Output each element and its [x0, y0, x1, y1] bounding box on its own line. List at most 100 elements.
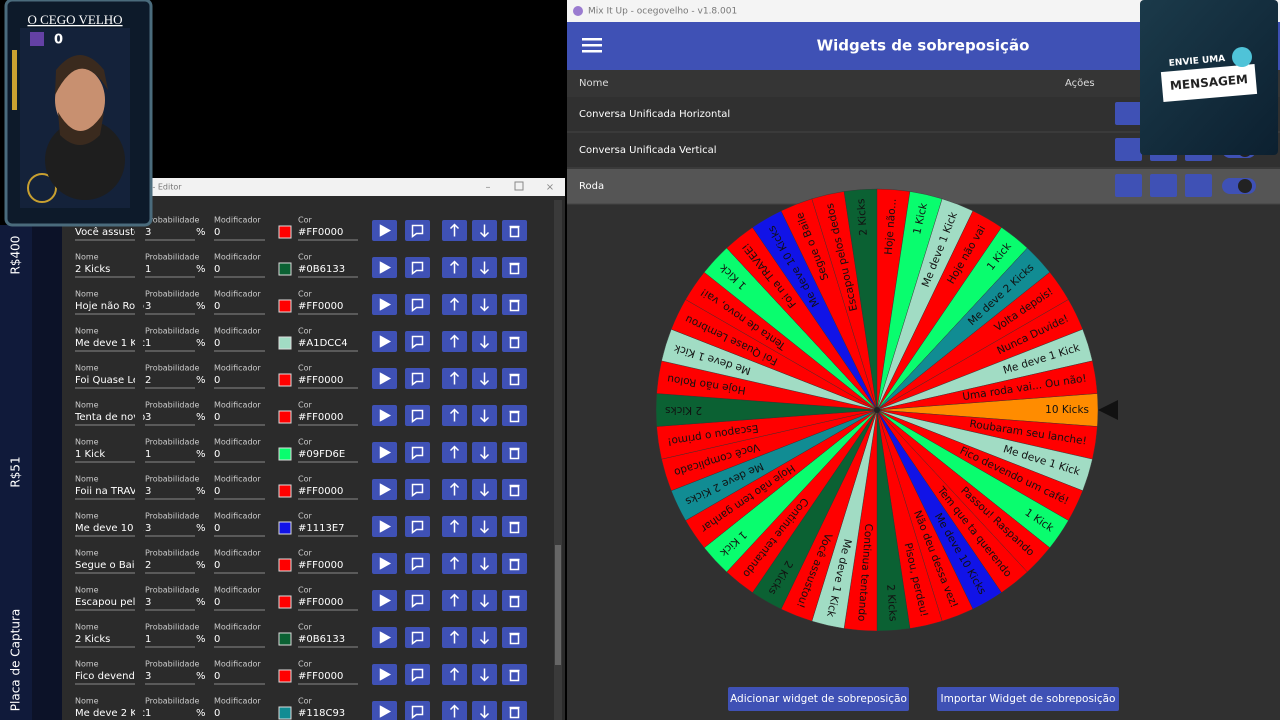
row-action-button[interactable] [502, 331, 527, 352]
color-field[interactable]: #FF0000 [298, 227, 343, 238]
modifier-field[interactable]: 0 [214, 708, 220, 719]
row-action-button[interactable] [502, 220, 527, 241]
color-field[interactable]: #FF0000 [298, 486, 343, 497]
row-action-button[interactable] [502, 590, 527, 611]
row-action-button[interactable] [405, 442, 430, 463]
probability-field[interactable]: 1 [145, 708, 151, 719]
probability-field[interactable]: 2 [145, 560, 151, 571]
row-action-button[interactable] [502, 294, 527, 315]
color-field[interactable]: #0B6133 [298, 634, 345, 645]
color-field[interactable]: #0B6133 [298, 264, 345, 275]
color-field[interactable]: #FF0000 [298, 560, 343, 571]
action-button[interactable] [937, 687, 1119, 711]
color-field[interactable]: #09FD6E [298, 449, 345, 460]
modifier-field[interactable]: 0 [214, 338, 220, 349]
probability-field[interactable]: 3 [145, 412, 151, 423]
probability-field[interactable]: 3 [145, 301, 151, 312]
row-action-button[interactable] [405, 627, 430, 648]
field-label: Cor [298, 586, 312, 595]
color-field[interactable]: #118C93 [298, 708, 345, 719]
modifier-field[interactable]: 0 [214, 671, 220, 682]
modifier-field[interactable]: 0 [214, 449, 220, 460]
probability-field[interactable]: 1 [145, 264, 151, 275]
color-field[interactable]: #FF0000 [298, 375, 343, 386]
modifier-field[interactable]: 0 [214, 301, 220, 312]
row-action-button[interactable] [502, 479, 527, 500]
row-action-button[interactable] [405, 405, 430, 426]
widget-action-button[interactable] [1150, 174, 1177, 197]
modifier-field[interactable]: 0 [214, 560, 220, 571]
row-action-button[interactable] [502, 701, 527, 720]
maximize-button[interactable] [514, 181, 524, 191]
widget-action-button[interactable] [1185, 174, 1212, 197]
color-field[interactable]: #FF0000 [298, 671, 343, 682]
modifier-field[interactable]: 0 [214, 523, 220, 534]
name-field[interactable]: Foi Quase Ler [75, 375, 144, 386]
widget-action-button[interactable] [1115, 138, 1142, 161]
color-field[interactable]: #FF0000 [298, 301, 343, 312]
name-field[interactable]: Me deve 2 Kic [75, 708, 145, 719]
field-label: Probabilidade [145, 364, 199, 373]
widget-action-button[interactable] [1115, 102, 1142, 125]
row-action-button[interactable] [405, 220, 430, 241]
row-action-button[interactable] [405, 257, 430, 278]
modifier-field[interactable]: 0 [214, 597, 220, 608]
action-button[interactable] [728, 687, 909, 711]
probability-field[interactable]: 3 [145, 227, 151, 238]
name-field[interactable]: Me deve 1 Kic [75, 338, 145, 349]
row-action-button[interactable] [405, 331, 430, 352]
probability-field[interactable]: 3 [145, 597, 151, 608]
scrollbar-thumb[interactable] [555, 545, 561, 665]
row-action-button[interactable] [405, 516, 430, 537]
scrollbar[interactable] [554, 200, 562, 720]
widget-action-button[interactable] [1115, 174, 1142, 197]
row-action-button[interactable] [502, 664, 527, 685]
menu-button[interactable] [582, 38, 602, 53]
row-action-button[interactable] [405, 590, 430, 611]
modifier-field[interactable]: 0 [214, 264, 220, 275]
row-action-button[interactable] [502, 442, 527, 463]
color-field[interactable]: #FF0000 [298, 597, 343, 608]
row-action-button[interactable] [405, 664, 430, 685]
row-action-button[interactable] [502, 405, 527, 426]
modifier-field[interactable]: 0 [214, 634, 220, 645]
name-field[interactable]: 1 Kick [75, 449, 105, 460]
name-field[interactable]: Segue o Baile [75, 560, 144, 571]
name-field[interactable]: Fico devendo [75, 671, 141, 682]
modifier-field[interactable]: 0 [214, 412, 220, 423]
minimize-button[interactable]: – [486, 182, 491, 193]
color-field[interactable]: #FF0000 [298, 412, 343, 423]
row-action-button[interactable] [502, 516, 527, 537]
probability-field[interactable]: 1 [145, 338, 151, 349]
probability-field[interactable]: 3 [145, 523, 151, 534]
row-action-button[interactable] [405, 701, 430, 720]
row-action-button[interactable] [405, 294, 430, 315]
row-action-button[interactable] [502, 368, 527, 389]
name-field[interactable]: Tenta de novo [74, 412, 145, 423]
name-field[interactable]: 2 Kicks [75, 264, 110, 275]
probability-field[interactable]: 1 [145, 449, 151, 460]
name-field[interactable]: Escapou pelo [75, 597, 142, 608]
modifier-field[interactable]: 0 [214, 227, 220, 238]
color-field[interactable]: #1113E7 [298, 523, 345, 534]
probability-field[interactable]: 3 [145, 486, 151, 497]
row-action-button[interactable] [405, 553, 430, 574]
name-field[interactable]: 2 Kicks [75, 634, 110, 645]
row-action-button[interactable] [502, 553, 527, 574]
color-field[interactable]: #A1DCC4 [298, 338, 348, 349]
modifier-field[interactable]: 0 [214, 486, 220, 497]
close-button[interactable]: × [546, 182, 554, 193]
name-field[interactable]: Hoje não Rolo [75, 301, 144, 312]
row-action-button[interactable] [502, 627, 527, 648]
name-field[interactable]: Foii na TRAVE [75, 486, 143, 497]
row-action-button[interactable] [405, 368, 430, 389]
modifier-field[interactable]: 0 [214, 375, 220, 386]
probability-field[interactable]: 3 [145, 671, 151, 682]
name-field[interactable]: Você assusto [75, 226, 140, 238]
editor-row: Nome Probabilidade Modificador Cor 2 Kicks 1%… [75, 623, 527, 648]
probability-field[interactable]: 2 [145, 375, 151, 386]
name-field[interactable]: Me deve 10 K [75, 523, 144, 534]
row-action-button[interactable] [405, 479, 430, 500]
probability-field[interactable]: 1 [145, 634, 151, 645]
row-action-button[interactable] [502, 257, 527, 278]
